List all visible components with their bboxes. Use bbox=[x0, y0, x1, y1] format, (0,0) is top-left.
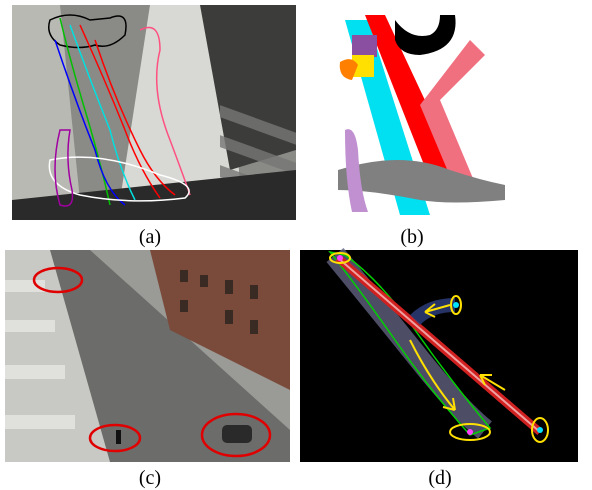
panel-a-image bbox=[12, 5, 296, 220]
caption: (c) bbox=[139, 467, 161, 489]
panel-d-image bbox=[300, 248, 578, 462]
caption: (b) bbox=[400, 226, 423, 248]
caption: (a) bbox=[139, 226, 161, 248]
panel-b-image bbox=[305, 5, 520, 220]
panel-c-image bbox=[5, 250, 290, 462]
caption: (d) bbox=[428, 467, 451, 489]
